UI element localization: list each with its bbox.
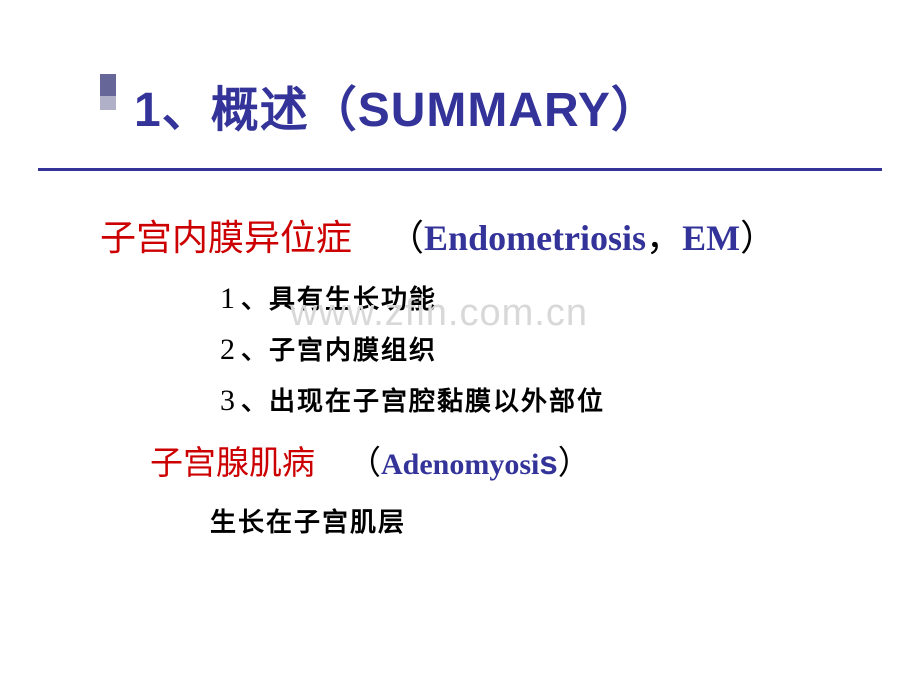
accent-bar-dark (100, 74, 116, 96)
content-area: 子宫内膜异位症 （Endometriosis，EM） 1、具有生长功能 2、子宫… (0, 171, 920, 539)
paren-close-1: ） (740, 218, 776, 258)
item-text: 具有生长功能 (269, 285, 437, 314)
paren-open-1: （ (388, 218, 424, 258)
accent-bar-light (100, 96, 116, 110)
section1-heading: 子宫内膜异位症 （Endometriosis，EM） (100, 209, 920, 261)
accent-bullet (100, 74, 116, 134)
item-sep: 、 (241, 285, 269, 314)
section1-list: 1、具有生长功能 2、子宫内膜组织 3、出现在子宫腔黏膜以外部位 (100, 279, 920, 418)
paren-open-2: （ (348, 446, 381, 482)
slide-container: www.zfin.com.cn 1、概述（SUMMARY） 子宫内膜异位症 （E… (0, 0, 920, 690)
section2-cn: 子宫腺肌病 (150, 446, 315, 482)
section2-en-tail: s (539, 444, 557, 481)
section1-cn: 子宫内膜异位症 (100, 218, 352, 258)
item-text: 子宫内膜组织 (269, 336, 437, 365)
list-item: 2、子宫内膜组织 (220, 330, 920, 367)
section1-sep: ， (646, 218, 682, 258)
section2-body: 生长在子宫肌层 (210, 502, 920, 539)
section2-en-term: Adenomyosi (381, 448, 539, 481)
item-num: 2 (220, 333, 237, 366)
title-row: 1、概述（SUMMARY） (0, 70, 920, 140)
list-item: 3、出现在子宫腔黏膜以外部位 (220, 381, 920, 418)
slide-title: 1、概述（SUMMARY） (134, 70, 660, 140)
list-item: 1、具有生长功能 (220, 279, 920, 316)
item-num: 3 (220, 384, 237, 417)
item-sep: 、 (241, 336, 269, 365)
paren-close-2: ） (558, 446, 591, 482)
item-text: 出现在子宫腔黏膜以外部位 (269, 387, 605, 416)
item-num: 1 (220, 282, 237, 315)
item-sep: 、 (241, 387, 269, 416)
section1-en-abbr: EM (682, 218, 740, 258)
section2-heading: 子宫腺肌病 （Adenomyosis） (150, 436, 920, 484)
section1-en-term: Endometriosis (424, 218, 646, 258)
